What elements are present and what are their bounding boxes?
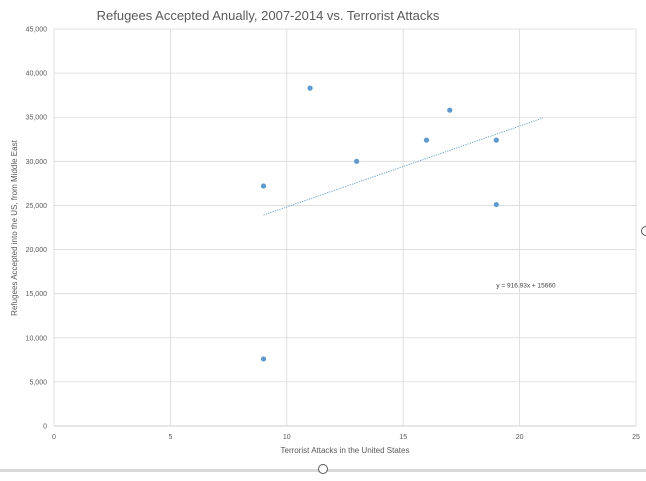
data-point [354, 158, 360, 164]
data-point [423, 137, 430, 143]
x-tick-labels: 0 5 10 15 20 25 [52, 434, 640, 441]
resize-handle-right[interactable] [641, 226, 646, 236]
y-tick-label: 30,000 [26, 159, 48, 166]
data-point [260, 183, 267, 189]
data-point [260, 356, 267, 362]
data-point [307, 85, 313, 91]
y-tick-labels: 0 5,000 10,000 15,000 20,000 25,000 30,000 35,0… [26, 27, 48, 431]
data-points [260, 85, 499, 362]
y-tick-label: 10,000 [26, 335, 48, 342]
data-point [447, 107, 453, 113]
y-tick-label: 5,000 [29, 379, 47, 386]
x-tick-label: 0 [52, 434, 56, 441]
x-tick-label: 5 [168, 434, 172, 441]
y-tick-label: 25,000 [26, 203, 48, 210]
y-tick-label: 0 [43, 424, 47, 431]
y-tick-label: 45,000 [26, 27, 48, 34]
y-tick-label: 15,000 [26, 291, 48, 298]
y-tick-label: 35,000 [26, 115, 48, 122]
x-tick-label: 20 [516, 434, 524, 441]
resize-handle-bottom[interactable] [318, 464, 328, 474]
horizontal-scrollbar[interactable] [0, 464, 646, 476]
x-tick-label: 10 [283, 434, 291, 441]
data-point [493, 137, 499, 143]
y-tick-label: 40,000 [26, 71, 48, 78]
y-tick-label: 20,000 [26, 247, 48, 254]
data-point [493, 201, 499, 208]
x-axis-label: Terrorist Attacks in the United States [281, 446, 410, 455]
trendline-equation: y = 916.93x + 15660 [496, 282, 556, 289]
chart-title: Refugees Accepted Anually, 2007-2014 vs.… [97, 8, 440, 23]
y-axis-label: Refugees Accepted into the US, from Midd… [10, 139, 19, 315]
grid [53, 28, 637, 427]
x-tick-label: 25 [632, 434, 640, 441]
x-tick-label: 15 [399, 434, 407, 441]
